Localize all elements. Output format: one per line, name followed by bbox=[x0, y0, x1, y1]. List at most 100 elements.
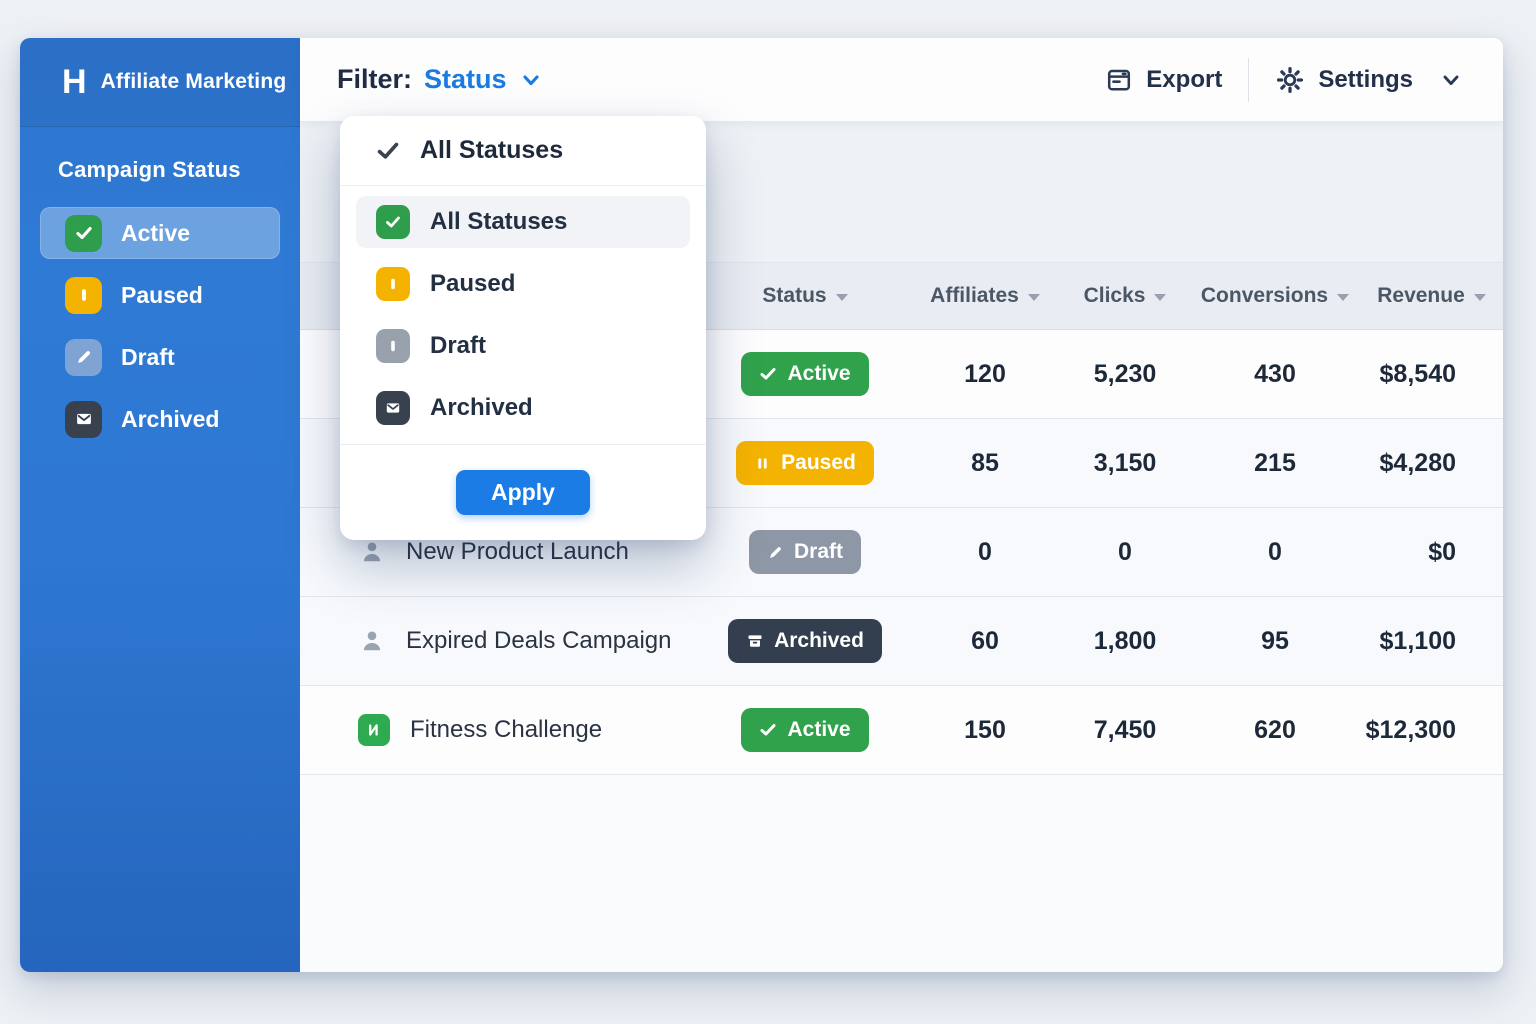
table-row[interactable]: New Product Launch Draft 0 0 0 $0 bbox=[300, 508, 1503, 597]
topbar: Filter: Status Export bbox=[300, 38, 1503, 122]
sidebar-item-archived[interactable]: Archived bbox=[40, 393, 280, 445]
user-icon bbox=[358, 538, 386, 566]
user-icon bbox=[358, 627, 386, 655]
status-cell: Active bbox=[700, 708, 910, 752]
sort-caret-icon bbox=[1154, 293, 1167, 301]
status-cell: Draft bbox=[700, 530, 910, 574]
status-badge: Active bbox=[741, 708, 869, 752]
status-cell: Paused bbox=[700, 441, 910, 485]
revenue-cell: $12,300 bbox=[1365, 715, 1456, 744]
envelope-icon bbox=[376, 391, 410, 425]
pause-icon bbox=[65, 276, 102, 314]
sidebar-item-label: Draft bbox=[121, 343, 175, 370]
conversions-cell: 0 bbox=[1268, 537, 1282, 566]
sidebar: H Affiliate Marketing Campaign Status Ac… bbox=[20, 38, 300, 972]
revenue-cell: $4,280 bbox=[1379, 448, 1456, 477]
dropdown-option-paused[interactable]: Paused bbox=[356, 258, 690, 310]
sort-caret-icon bbox=[1473, 293, 1486, 301]
sidebar-item-paused[interactable]: Paused bbox=[40, 269, 280, 321]
column-header-conversions[interactable]: Conversions bbox=[1190, 284, 1360, 308]
status-cell: Archived bbox=[700, 619, 910, 663]
campaign-name: Fitness Challenge bbox=[410, 716, 603, 743]
dropdown-option-draft[interactable]: Draft bbox=[356, 320, 690, 372]
dropdown-option-label: Paused bbox=[430, 270, 516, 297]
column-header-affiliates[interactable]: Affiliates bbox=[910, 284, 1060, 308]
sort-caret-icon bbox=[1337, 293, 1350, 301]
apply-button[interactable]: Apply bbox=[456, 470, 590, 515]
sidebar-item-label: Active bbox=[121, 219, 191, 246]
column-label: Affiliates bbox=[930, 284, 1019, 307]
affiliates-cell: 85 bbox=[971, 448, 999, 477]
revenue-cell: $8,540 bbox=[1379, 359, 1456, 388]
table-row[interactable]: Expired Deals Campaign Archived 60 1,800… bbox=[300, 597, 1503, 686]
campaign-name-cell: Expired Deals Campaign bbox=[300, 627, 700, 655]
status-badge: Paused bbox=[736, 441, 874, 485]
export-label: Export bbox=[1146, 65, 1223, 93]
column-header-clicks[interactable]: Clicks bbox=[1060, 284, 1190, 308]
pause-icon bbox=[376, 267, 410, 301]
clicks-cell: 7,450 bbox=[1093, 715, 1157, 744]
settings-button[interactable]: Settings bbox=[1275, 65, 1413, 95]
status-filter-dropdown: All Statuses All Statuses Paused bbox=[340, 116, 706, 540]
pause-icon bbox=[758, 457, 767, 469]
dropdown-option-archived[interactable]: Archived bbox=[356, 382, 690, 434]
sidebar-item-label: Archived bbox=[121, 405, 220, 432]
status-badge: Active bbox=[741, 352, 869, 396]
clicks-cell: 5,230 bbox=[1093, 359, 1157, 388]
pencil-icon bbox=[65, 338, 102, 376]
gear-icon bbox=[1275, 65, 1305, 95]
brand-title: Affiliate Marketing bbox=[100, 70, 287, 93]
sidebar-item-draft[interactable]: Draft bbox=[40, 331, 280, 383]
clicks-cell: 1,800 bbox=[1093, 626, 1157, 655]
topbar-actions: Export bbox=[1105, 57, 1463, 102]
campaign-name-cell: New Product Launch bbox=[300, 538, 700, 566]
filter-control[interactable]: Filter: Status bbox=[337, 64, 543, 95]
export-button[interactable]: Export bbox=[1105, 66, 1222, 94]
dropdown-footer: Apply bbox=[340, 444, 706, 540]
affiliates-cell: 60 bbox=[971, 626, 999, 655]
status-cell: Active bbox=[700, 352, 910, 396]
column-header-status[interactable]: Status bbox=[700, 284, 910, 308]
column-label: Conversions bbox=[1200, 284, 1329, 307]
affiliates-cell: 0 bbox=[978, 537, 992, 566]
chart-icon bbox=[358, 714, 390, 746]
status-badge-label: Archived bbox=[774, 629, 864, 652]
campaign-name: Expired Deals Campaign bbox=[406, 627, 672, 654]
sidebar-nav: Active Paused Draft bbox=[20, 207, 300, 445]
column-label: Clicks bbox=[1083, 284, 1146, 307]
campaign-name-cell: Fitness Challenge bbox=[300, 714, 700, 746]
conversions-cell: 430 bbox=[1254, 359, 1296, 388]
check-icon bbox=[375, 138, 401, 164]
check-icon bbox=[760, 368, 776, 380]
settings-label: Settings bbox=[1318, 65, 1413, 93]
check-icon bbox=[65, 214, 102, 252]
sidebar-item-active[interactable]: Active bbox=[40, 207, 280, 259]
conversions-cell: 620 bbox=[1254, 715, 1296, 744]
column-label: Revenue bbox=[1377, 284, 1465, 307]
filter-label: Filter: bbox=[337, 64, 413, 94]
dropdown-current-selection[interactable]: All Statuses bbox=[340, 116, 706, 186]
dropdown-current-label: All Statuses bbox=[420, 136, 564, 164]
draft-icon bbox=[376, 329, 410, 363]
brand-logo-icon: H bbox=[62, 63, 87, 101]
status-badge-label: Active bbox=[787, 362, 851, 385]
table-row[interactable]: Fitness Challenge Active 150 7,450 620 $… bbox=[300, 686, 1503, 775]
settings-chevron-down-icon[interactable] bbox=[1439, 68, 1463, 92]
dropdown-option-all-statuses[interactable]: All Statuses bbox=[356, 196, 690, 248]
affiliates-cell: 150 bbox=[964, 715, 1006, 744]
affiliates-cell: 120 bbox=[964, 359, 1006, 388]
sort-caret-icon bbox=[1027, 293, 1040, 301]
sidebar-header: H Affiliate Marketing bbox=[20, 38, 300, 127]
check-icon bbox=[760, 724, 776, 736]
status-badge: Archived bbox=[728, 619, 882, 663]
dropdown-option-label: Archived bbox=[430, 394, 533, 421]
column-header-revenue[interactable]: Revenue bbox=[1360, 284, 1503, 308]
clicks-cell: 0 bbox=[1118, 537, 1132, 566]
status-badge: Draft bbox=[748, 530, 861, 574]
conversions-cell: 215 bbox=[1254, 448, 1296, 477]
status-badge-label: Draft bbox=[793, 540, 843, 563]
clicks-cell: 3,150 bbox=[1093, 448, 1157, 477]
sort-caret-icon bbox=[835, 293, 848, 301]
chevron-down-icon bbox=[519, 68, 543, 92]
